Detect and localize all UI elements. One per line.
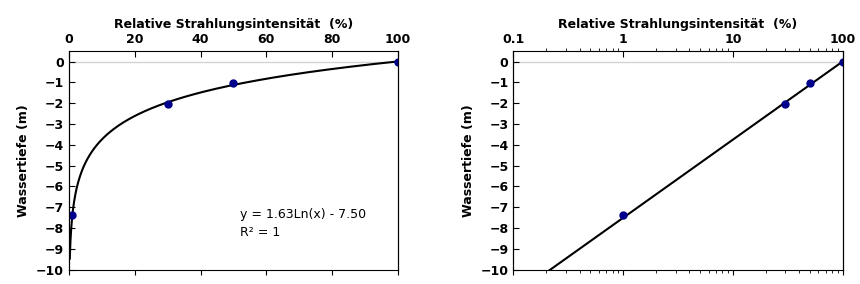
Y-axis label: Wassertiefe (m): Wassertiefe (m)	[17, 104, 30, 217]
Y-axis label: Wassertiefe (m): Wassertiefe (m)	[462, 104, 475, 217]
Text: y = 1.63Ln(x) - 7.50: y = 1.63Ln(x) - 7.50	[240, 208, 366, 221]
Text: R² = 1: R² = 1	[240, 226, 280, 239]
X-axis label: Relative Strahlungsintensität  (%): Relative Strahlungsintensität (%)	[114, 18, 353, 31]
X-axis label: Relative Strahlungsintensität  (%): Relative Strahlungsintensität (%)	[558, 18, 798, 31]
